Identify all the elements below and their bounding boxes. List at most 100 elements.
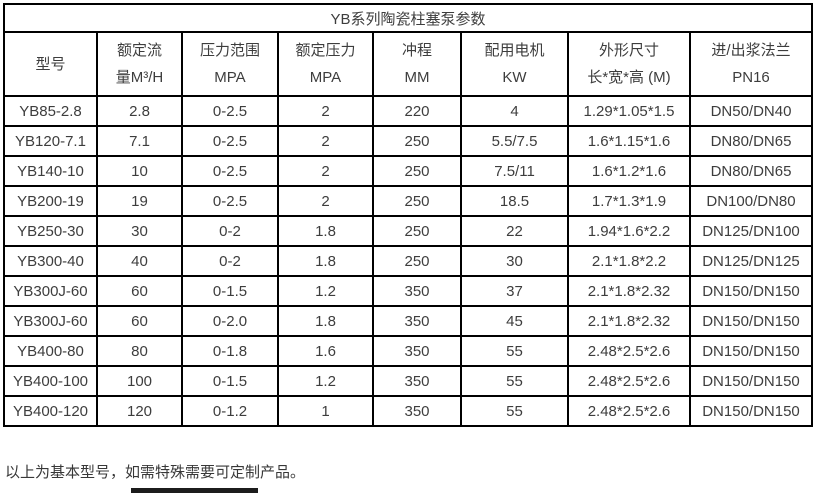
cell-flow: 60 [96, 275, 183, 307]
cell-stroke: 250 [372, 215, 462, 247]
cell-model: YB200-19 [3, 185, 98, 217]
cell-rated_pressure: 2 [277, 185, 374, 217]
cell-motor: 7.5/11 [460, 155, 569, 187]
cell-pressure_range: 0-1.5 [181, 365, 279, 397]
cell-flange: DN150/DN150 [688, 365, 814, 397]
cell-pressure_range: 0-2.0 [181, 305, 279, 337]
cell-model: YB250-30 [3, 215, 98, 247]
cell-flange: DN125/DN100 [688, 215, 814, 247]
table-row: YB140-10 10 0-2.5 2 250 7.5/11 1.6*1.2*1.6 DN80… [3, 155, 814, 187]
cell-flange: DN150/DN150 [688, 275, 814, 307]
col-header-flange: 进/出浆法兰 PN16 [688, 31, 814, 97]
table-row: YB200-19 19 0-2.5 2 250 18.5 1.7*1.3*1.9 DN100/… [3, 185, 814, 217]
table-row: YB400-100 100 0-1.5 1.2 350 55 2.48*2.5*2.6 DN1… [3, 365, 814, 397]
cell-pressure_range: 0-2 [181, 245, 279, 277]
cell-motor: 55 [460, 335, 569, 367]
cell-rated_pressure: 1.8 [277, 245, 374, 277]
cell-motor: 18.5 [460, 185, 569, 217]
cell-rated_pressure: 2 [277, 125, 374, 157]
cell-stroke: 250 [372, 125, 462, 157]
table-row: YB250-30 30 0-2 1.8 250 22 1.94*1.6*2.2 DN125/D… [3, 215, 814, 247]
cell-dimensions: 1.7*1.3*1.9 [567, 185, 691, 217]
cell-stroke: 350 [372, 275, 462, 307]
cell-stroke: 220 [372, 95, 462, 127]
cell-rated_pressure: 1.6 [277, 335, 374, 367]
cell-flow: 30 [96, 215, 183, 247]
cell-flow: 19 [96, 185, 183, 217]
cell-flow: 40 [96, 245, 183, 277]
cell-dimensions: 2.1*1.8*2.32 [567, 275, 691, 307]
cell-stroke: 250 [372, 185, 462, 217]
cell-pressure_range: 0-2.5 [181, 95, 279, 127]
table-row: YB120-7.1 7.1 0-2.5 2 250 5.5/7.5 1.6*1.15*1.6… [3, 125, 814, 157]
cell-dimensions: 2.48*2.5*2.6 [567, 395, 691, 427]
cell-rated_pressure: 2 [277, 155, 374, 187]
cell-flange: DN100/DN80 [688, 185, 814, 217]
cell-model: YB120-7.1 [3, 125, 98, 157]
cell-motor: 55 [460, 395, 569, 427]
cell-pressure_range: 0-1.2 [181, 395, 279, 427]
cell-model: YB85-2.8 [3, 95, 98, 127]
bottom-bar [131, 488, 258, 493]
col-header-flow: 额定流 量M³/H [96, 31, 183, 97]
cell-motor: 37 [460, 275, 569, 307]
cell-model: YB300-40 [3, 245, 98, 277]
cell-dimensions: 2.48*2.5*2.6 [567, 335, 691, 367]
cell-pressure_range: 0-2.5 [181, 185, 279, 217]
cell-stroke: 250 [372, 155, 462, 187]
table-row: YB400-80 80 0-1.8 1.6 350 55 2.48*2.5*2.6 DN150… [3, 335, 814, 367]
table-title-row: YB系列陶瓷柱塞泵参数 [2, 3, 814, 33]
cell-model: YB140-10 [3, 155, 98, 187]
cell-stroke: 250 [372, 245, 462, 277]
table-title: YB系列陶瓷柱塞泵参数 [2, 3, 814, 33]
cell-stroke: 350 [372, 395, 462, 427]
col-header-pressure_range: 压力范围 MPA [181, 31, 279, 97]
cell-motor: 22 [460, 215, 569, 247]
cell-motor: 30 [460, 245, 569, 277]
cell-model: YB400-80 [3, 335, 98, 367]
cell-model: YB400-120 [3, 395, 98, 427]
cell-rated_pressure: 1.2 [277, 365, 374, 397]
table-row: YB300J-60 60 0-1.5 1.2 350 37 2.1*1.8*2.32 DN15… [3, 275, 814, 307]
table-row: YB300J-60 60 0-2.0 1.8 350 45 2.1*1.8*2.32 DN15… [3, 305, 814, 337]
cell-pressure_range: 0-2 [181, 215, 279, 247]
cell-flange: DN150/DN150 [688, 305, 814, 337]
cell-motor: 4 [460, 95, 569, 127]
cell-flange: DN150/DN150 [688, 335, 814, 367]
cell-pressure_range: 0-2.5 [181, 155, 279, 187]
cell-dimensions: 1.6*1.15*1.6 [567, 125, 691, 157]
cell-dimensions: 2.1*1.8*2.32 [567, 305, 691, 337]
cell-rated_pressure: 1.2 [277, 275, 374, 307]
cell-flange: DN150/DN150 [688, 395, 814, 427]
cell-flow: 120 [96, 395, 183, 427]
cell-pressure_range: 0-2.5 [181, 125, 279, 157]
cell-dimensions: 1.94*1.6*2.2 [567, 215, 691, 247]
cell-stroke: 350 [372, 335, 462, 367]
table-row: YB300-40 40 0-2 1.8 250 30 2.1*1.8*2.2 DN125/DN… [3, 245, 814, 277]
table-row: YB400-120 120 0-1.2 1 350 55 2.48*2.5*2.6 DN150… [3, 395, 814, 427]
cell-flow: 10 [96, 155, 183, 187]
cell-flow: 80 [96, 335, 183, 367]
cell-dimensions: 1.6*1.2*1.6 [567, 155, 691, 187]
cell-flow: 60 [96, 305, 183, 337]
cell-dimensions: 1.29*1.05*1.5 [567, 95, 691, 127]
col-header-motor: 配用电机 KW [460, 31, 569, 97]
cell-flow: 2.8 [96, 95, 183, 127]
cell-rated_pressure: 1 [277, 395, 374, 427]
cell-model: YB300J-60 [3, 305, 98, 337]
cell-flow: 7.1 [96, 125, 183, 157]
table-header-row: 型号 额定流 量M³/H 压力范围 MPA 额定压力 MPA 冲程 MM 配用电机 KW 外形尺寸 长*… [3, 31, 814, 97]
cell-model: YB300J-60 [3, 275, 98, 307]
cell-pressure_range: 0-1.8 [181, 335, 279, 367]
cell-motor: 5.5/7.5 [460, 125, 569, 157]
pump-spec-table: YB系列陶瓷柱塞泵参数 型号 额定流 量M³/H 压力范围 MPA 额定压力 MPA 冲程 MM… [2, 3, 814, 427]
cell-rated_pressure: 1.8 [277, 215, 374, 247]
cell-rated_pressure: 2 [277, 95, 374, 127]
col-header-dimensions: 外形尺寸 长*宽*高 (M) [567, 31, 691, 97]
cell-flow: 100 [96, 365, 183, 397]
cell-stroke: 350 [372, 305, 462, 337]
cell-rated_pressure: 1.8 [277, 305, 374, 337]
cell-flange: DN125/DN125 [688, 245, 814, 277]
cell-pressure_range: 0-1.5 [181, 275, 279, 307]
